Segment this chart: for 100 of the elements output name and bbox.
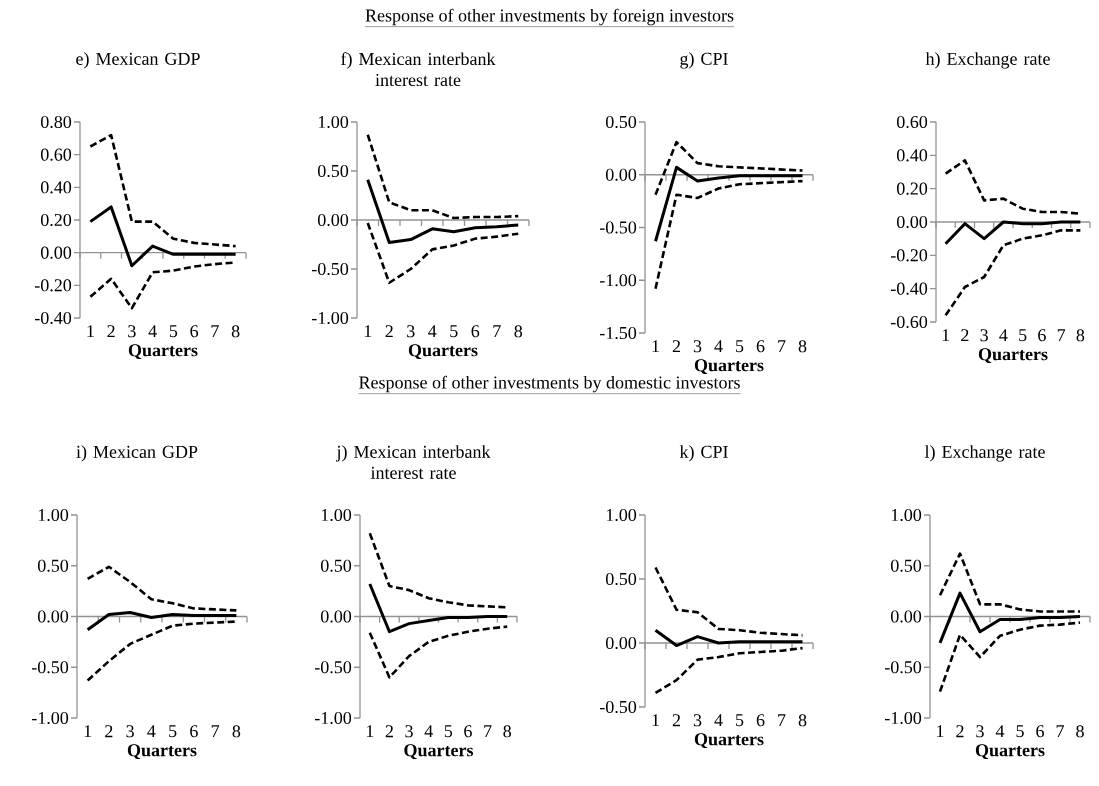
x-tick-label: 2 <box>672 714 681 727</box>
x-tick-label: 3 <box>980 329 988 342</box>
x-tick-label: 5 <box>736 340 744 353</box>
y-tick-label: 0.40 <box>40 181 72 194</box>
x-tick-label: 3 <box>126 725 134 738</box>
x-tick-label: 1 <box>366 725 374 738</box>
x-tick-label: 6 <box>1038 329 1046 342</box>
x-tick-label: 8 <box>514 325 523 338</box>
y-tick-label: 0.00 <box>891 610 922 623</box>
y-tick-label: -0.40 <box>890 282 928 295</box>
x-tick-label: 3 <box>407 325 415 338</box>
y-tick-label: 0.00 <box>37 610 69 623</box>
x-axis-title: Quarters <box>694 733 764 749</box>
x-tick-label: 4 <box>424 725 433 738</box>
text: Response of other investments by foreign investors <box>365 8 734 26</box>
y-tick-label: -0.50 <box>311 262 349 276</box>
x-tick-label: 4 <box>995 725 1005 738</box>
y-tick-label: 1.00 <box>318 115 349 129</box>
x-tick-label: 5 <box>736 714 744 727</box>
x-axis-title: Quarters <box>694 359 764 375</box>
x-tick-label: 3 <box>693 714 702 727</box>
line-series <box>654 646 804 695</box>
x-tick-label: 1 <box>937 725 944 738</box>
x-tick-label: 6 <box>756 340 765 353</box>
x-tick-label: 6 <box>1036 725 1044 738</box>
y-tick-label: -0.50 <box>599 700 637 714</box>
chart-title: k) CPI <box>679 445 728 462</box>
y-tick-label: 1.00 <box>38 508 69 522</box>
y-tick-label: 0.60 <box>897 115 928 129</box>
y-tick-label: 0.50 <box>605 115 637 129</box>
x-tick-label: 5 <box>1019 329 1027 342</box>
chart-title: f) Mexican interbank interest rate <box>341 52 496 87</box>
x-tick-label: 5 <box>169 325 178 338</box>
x-tick-label: 8 <box>1076 725 1084 738</box>
x-tick-label: 8 <box>1076 329 1085 342</box>
x-tick-label: 5 <box>450 325 458 338</box>
line-series <box>89 133 237 248</box>
x-tick-label: 6 <box>471 325 480 338</box>
y-tick-label: -1.00 <box>311 311 349 325</box>
y-tick-label: 0.50 <box>605 572 637 586</box>
y-tick-label: -0.50 <box>31 661 69 674</box>
chart-title: j) Mexican interbank interest rate <box>336 445 491 479</box>
y-tick-label: 0.20 <box>897 182 928 195</box>
chart-title: l) Exchange rate <box>924 445 1045 462</box>
line-series <box>368 625 509 679</box>
line-series <box>86 620 238 682</box>
x-tick-label: 1 <box>652 340 659 353</box>
line-series <box>368 582 509 634</box>
chart-title: g) CPI <box>680 52 728 69</box>
chart-title: i) Mexican GDP <box>76 445 198 462</box>
x-tick-label: 1 <box>87 325 94 338</box>
x-axis-title: Quarters <box>404 744 474 760</box>
y-tick-label: -0.60 <box>890 315 928 329</box>
x-tick-label: 2 <box>105 725 113 738</box>
x-tick-label: 8 <box>232 725 241 738</box>
y-tick-label: 0.50 <box>37 559 69 572</box>
y-tick-label: 1.00 <box>606 508 637 522</box>
x-tick-label: 1 <box>84 725 92 738</box>
y-tick-label: 0.00 <box>605 636 637 650</box>
x-tick-label: 7 <box>211 725 220 737</box>
x-tick-label: 6 <box>756 714 765 727</box>
y-tick-label: -1.00 <box>599 274 637 287</box>
x-tick-label: 4 <box>147 725 156 738</box>
x-tick-label: 3 <box>976 725 984 738</box>
x-tick-label: 5 <box>444 725 453 738</box>
x-tick-label: 6 <box>190 325 199 338</box>
y-tick-label: -0.50 <box>599 221 637 234</box>
x-tick-label: 8 <box>231 325 240 338</box>
x-axis-title: Quarters <box>975 744 1045 760</box>
y-tick-label: -1.00 <box>314 711 352 725</box>
x-tick-label: 2 <box>956 725 964 738</box>
chart-title: h) Exchange rate <box>925 52 1050 69</box>
y-tick-label: 0.50 <box>320 559 352 572</box>
y-tick-label: -0.20 <box>890 249 928 262</box>
y-tick-label: 0.60 <box>40 148 72 161</box>
line-series <box>366 178 520 245</box>
y-tick-label: 0.00 <box>897 215 928 229</box>
x-tick-label: 6 <box>190 725 198 738</box>
x-tick-label: 3 <box>693 340 702 353</box>
x-axis-title: Quarters <box>128 344 198 360</box>
chart-title: e) Mexican GDP <box>76 52 200 69</box>
line-series <box>366 221 520 285</box>
line-series <box>944 229 1082 317</box>
x-tick-label: 7 <box>778 340 786 352</box>
x-tick-label: 5 <box>169 725 177 738</box>
x-tick-label: 4 <box>428 325 437 338</box>
x-tick-label: 4 <box>714 714 723 727</box>
y-tick-label: 0.20 <box>40 213 72 227</box>
x-tick-label: 4 <box>714 340 723 353</box>
y-tick-label: -0.40 <box>34 311 72 325</box>
x-tick-label: 4 <box>999 329 1008 342</box>
x-tick-label: 6 <box>464 725 472 738</box>
y-tick-label: 0.00 <box>320 610 352 623</box>
x-tick-label: 1 <box>942 329 950 342</box>
x-tick-label: 7 <box>493 325 501 337</box>
line-series <box>944 220 1082 246</box>
line-series <box>938 621 1082 693</box>
x-axis-title: Quarters <box>127 744 197 760</box>
line-series <box>654 566 804 637</box>
x-tick-label: 8 <box>798 340 807 353</box>
